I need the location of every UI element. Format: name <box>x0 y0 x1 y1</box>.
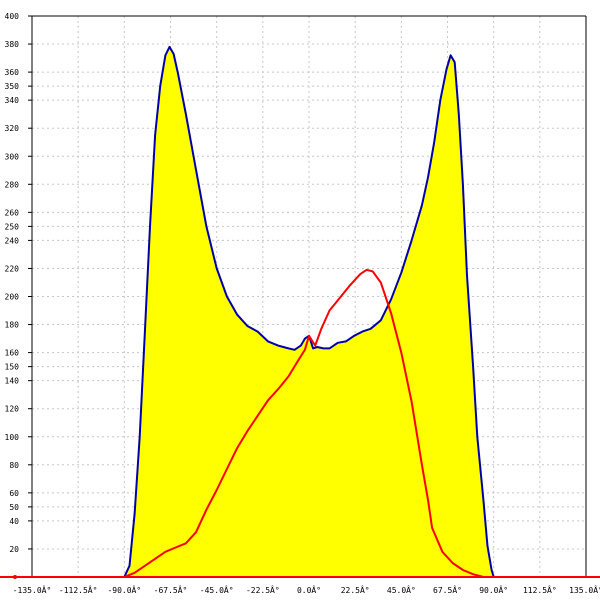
y-tick-label: 200 <box>5 293 20 302</box>
y-tick-label: 100 <box>5 433 20 442</box>
y-tick-label: 20 <box>9 545 19 554</box>
y-tick-label: 150 <box>5 363 20 372</box>
y-tick-label: 120 <box>5 405 20 414</box>
series-0-area <box>124 46 494 577</box>
y-tick-label: 80 <box>9 461 19 470</box>
y-tick-label: 50 <box>9 503 19 512</box>
y-tick-label: 350 <box>5 82 20 91</box>
y-tick-label: 380 <box>5 40 20 49</box>
x-tick-label: -112.5Â° <box>59 584 98 595</box>
y-tick-label: 140 <box>5 377 20 386</box>
y-tick-label: 400 <box>5 12 20 21</box>
tick-labels: -135.0Â° -112.5Â° -90.0Â° -67.5Â° -45.0Â° -22… <box>5 12 600 595</box>
x-tick-label: 90.0Â° <box>479 584 508 595</box>
series-1-line <box>32 268 586 578</box>
x-tick-label: 67.5Â° <box>433 584 462 595</box>
origin-marker <box>13 575 17 579</box>
y-tick-label: 40 <box>9 517 19 526</box>
x-tick-label: 22.5Â° <box>341 584 370 595</box>
y-tick-label: 250 <box>5 222 20 231</box>
y-tick-label: 180 <box>5 321 20 330</box>
y-tick-label: 280 <box>5 180 20 189</box>
x-tick-label: -22.5Â° <box>246 584 280 595</box>
x-tick-label: 0.0Â° <box>297 584 321 595</box>
series-0-line <box>123 45 495 578</box>
y-tick-label: 320 <box>5 124 20 133</box>
y-tick-label: 60 <box>9 489 19 498</box>
x-tick-label: 45.0Â° <box>387 584 416 595</box>
series-group <box>32 45 586 578</box>
y-tick-label: 300 <box>5 152 20 161</box>
axes <box>0 15 600 579</box>
y-tick-label: 240 <box>5 236 20 245</box>
x-tick-label: -90.0Â° <box>107 584 141 595</box>
y-tick-label: 340 <box>5 96 20 105</box>
x-tick-label: -135.0Â° <box>13 584 52 595</box>
y-tick-label: 160 <box>5 349 20 358</box>
x-tick-label: 112.5Â° <box>523 584 557 595</box>
x-tick-label: -45.0Â° <box>200 584 234 595</box>
y-tick-label: 220 <box>5 264 20 273</box>
y-tick-label: 360 <box>5 68 20 77</box>
x-tick-label: 135.0Â° <box>569 584 600 595</box>
x-tick-label: -67.5Â° <box>154 584 188 595</box>
y-tick-label: 260 <box>5 208 20 217</box>
